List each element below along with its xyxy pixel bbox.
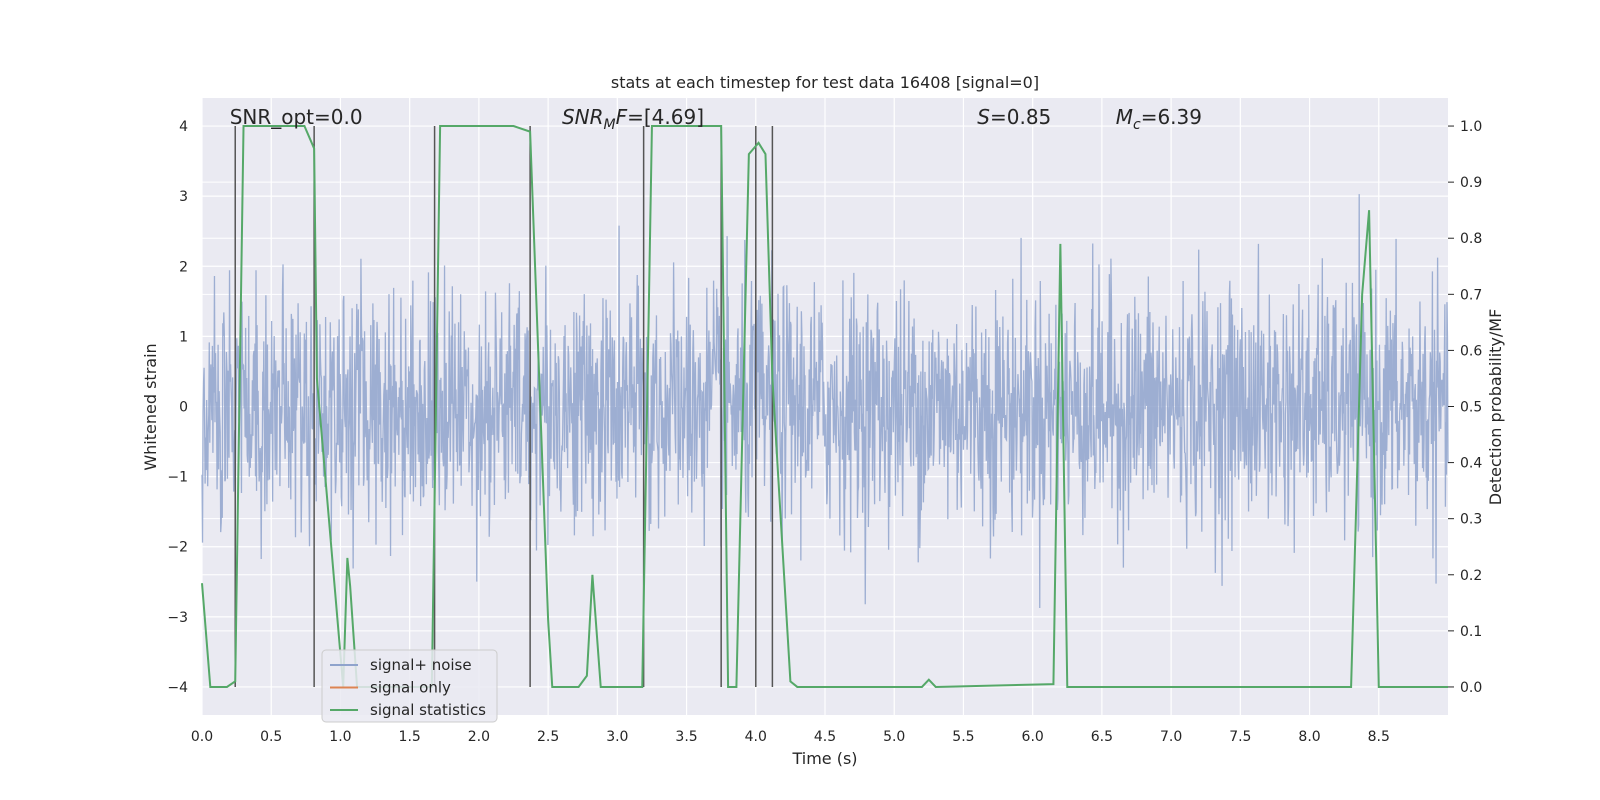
x-tick-label: 5.0 bbox=[883, 729, 905, 745]
x-tick-label: 4.0 bbox=[745, 729, 767, 745]
annotations: SNR_opt=0.0 SNRMF=[4.69] S=0.85 Mc=6.39 bbox=[230, 105, 1202, 133]
annotation-part: M bbox=[1116, 105, 1133, 129]
annotation-part: =[4.69] bbox=[627, 105, 704, 129]
annotation-part: SNR bbox=[562, 105, 604, 129]
annotation-part: =6.39 bbox=[1141, 105, 1202, 129]
x-tick-label: 2.5 bbox=[537, 729, 559, 745]
y2-tick-label: 0.9 bbox=[1460, 175, 1482, 191]
y-tick-labels: 4 3 2 1 0 −1 −2 −3 −4 bbox=[167, 119, 188, 696]
annotation: SNR_opt=0.0 bbox=[230, 105, 363, 129]
y-tick-label: 4 bbox=[179, 119, 188, 135]
noise-series bbox=[201, 194, 1449, 609]
y-tick-label: −3 bbox=[167, 610, 188, 626]
annotation: SNRMF=[4.69] bbox=[562, 105, 704, 133]
x-tick-label: 5.5 bbox=[952, 729, 974, 745]
y-tick-label: −4 bbox=[167, 680, 188, 696]
x-tick-label: 3.0 bbox=[606, 729, 628, 745]
annotation-part: c bbox=[1133, 117, 1141, 133]
legend-label: signal only bbox=[370, 679, 451, 697]
annotation-part: F bbox=[616, 105, 628, 129]
y2-tick-label: 0.0 bbox=[1460, 680, 1482, 696]
x-tick-label: 7.0 bbox=[1160, 729, 1182, 745]
y-tick-label: 1 bbox=[179, 329, 188, 345]
x-tick-label: 8.0 bbox=[1298, 729, 1320, 745]
y2-tick-label: 0.3 bbox=[1460, 512, 1482, 528]
x-tick-label: 2.0 bbox=[468, 729, 490, 745]
annotation-part: =0.85 bbox=[990, 105, 1051, 129]
noise-line bbox=[201, 194, 1449, 609]
y-tick-label: 0 bbox=[179, 400, 188, 416]
y2-tick-label: 0.1 bbox=[1460, 624, 1482, 640]
y2-tick-label: 0.6 bbox=[1460, 343, 1482, 359]
x-tick-label: 3.5 bbox=[675, 729, 697, 745]
y2-tick-label: 1.0 bbox=[1460, 119, 1482, 135]
y-tick-label: 2 bbox=[179, 259, 188, 275]
x-tick-label: 4.5 bbox=[814, 729, 836, 745]
annotation: Mc=6.39 bbox=[1116, 105, 1202, 133]
statistics-line bbox=[201, 125, 1448, 688]
x-tick-label: 8.5 bbox=[1368, 729, 1390, 745]
legend: signal+ noise signal only signal statistic… bbox=[321, 649, 498, 723]
y2-tick-label: 0.2 bbox=[1460, 568, 1482, 584]
y2-tick-label: 0.5 bbox=[1460, 400, 1482, 416]
y-tick-label: 3 bbox=[179, 189, 188, 205]
chart-title: stats at each timestep for test data 164… bbox=[611, 73, 1039, 92]
legend-box bbox=[321, 649, 498, 723]
x-axis-label: Time (s) bbox=[791, 749, 857, 768]
legend-label: signal+ noise bbox=[370, 656, 472, 674]
annotation-part: S bbox=[977, 105, 990, 129]
legend-label: signal statistics bbox=[370, 701, 486, 719]
annotation-part: M bbox=[604, 117, 616, 133]
y2-axis-label: Detection probability/MF bbox=[1486, 309, 1505, 506]
x-tick-label: 1.0 bbox=[329, 729, 351, 745]
y-tick-label: −2 bbox=[167, 540, 188, 556]
y2-tick-label: 0.7 bbox=[1460, 287, 1482, 303]
annotation: S=0.85 bbox=[977, 105, 1051, 129]
y-axis-label: Whitened strain bbox=[141, 343, 160, 470]
x-tick-label: 1.5 bbox=[399, 729, 421, 745]
x-tick-label: 0.0 bbox=[191, 729, 213, 745]
x-tick-label: 6.0 bbox=[1022, 729, 1044, 745]
x-tick-label: 7.5 bbox=[1229, 729, 1251, 745]
statistics-series bbox=[201, 125, 1448, 688]
y-tick-label: −1 bbox=[167, 470, 188, 486]
y2-tick-labels: 1.0 0.9 0.8 0.7 0.6 0.5 0.4 0.3 0.2 0.1 0.0 bbox=[1448, 119, 1482, 696]
y2-tick-label: 0.4 bbox=[1460, 456, 1482, 472]
x-tick-label: 6.5 bbox=[1091, 729, 1113, 745]
x-tick-label: 0.5 bbox=[260, 729, 282, 745]
y2-tick-label: 0.8 bbox=[1460, 231, 1482, 247]
x-tick-labels: 0.0 0.5 1.0 1.5 2.0 2.5 3.0 3.5 4.0 4.5 5.0 5.5 6.0 6… bbox=[191, 729, 1390, 745]
